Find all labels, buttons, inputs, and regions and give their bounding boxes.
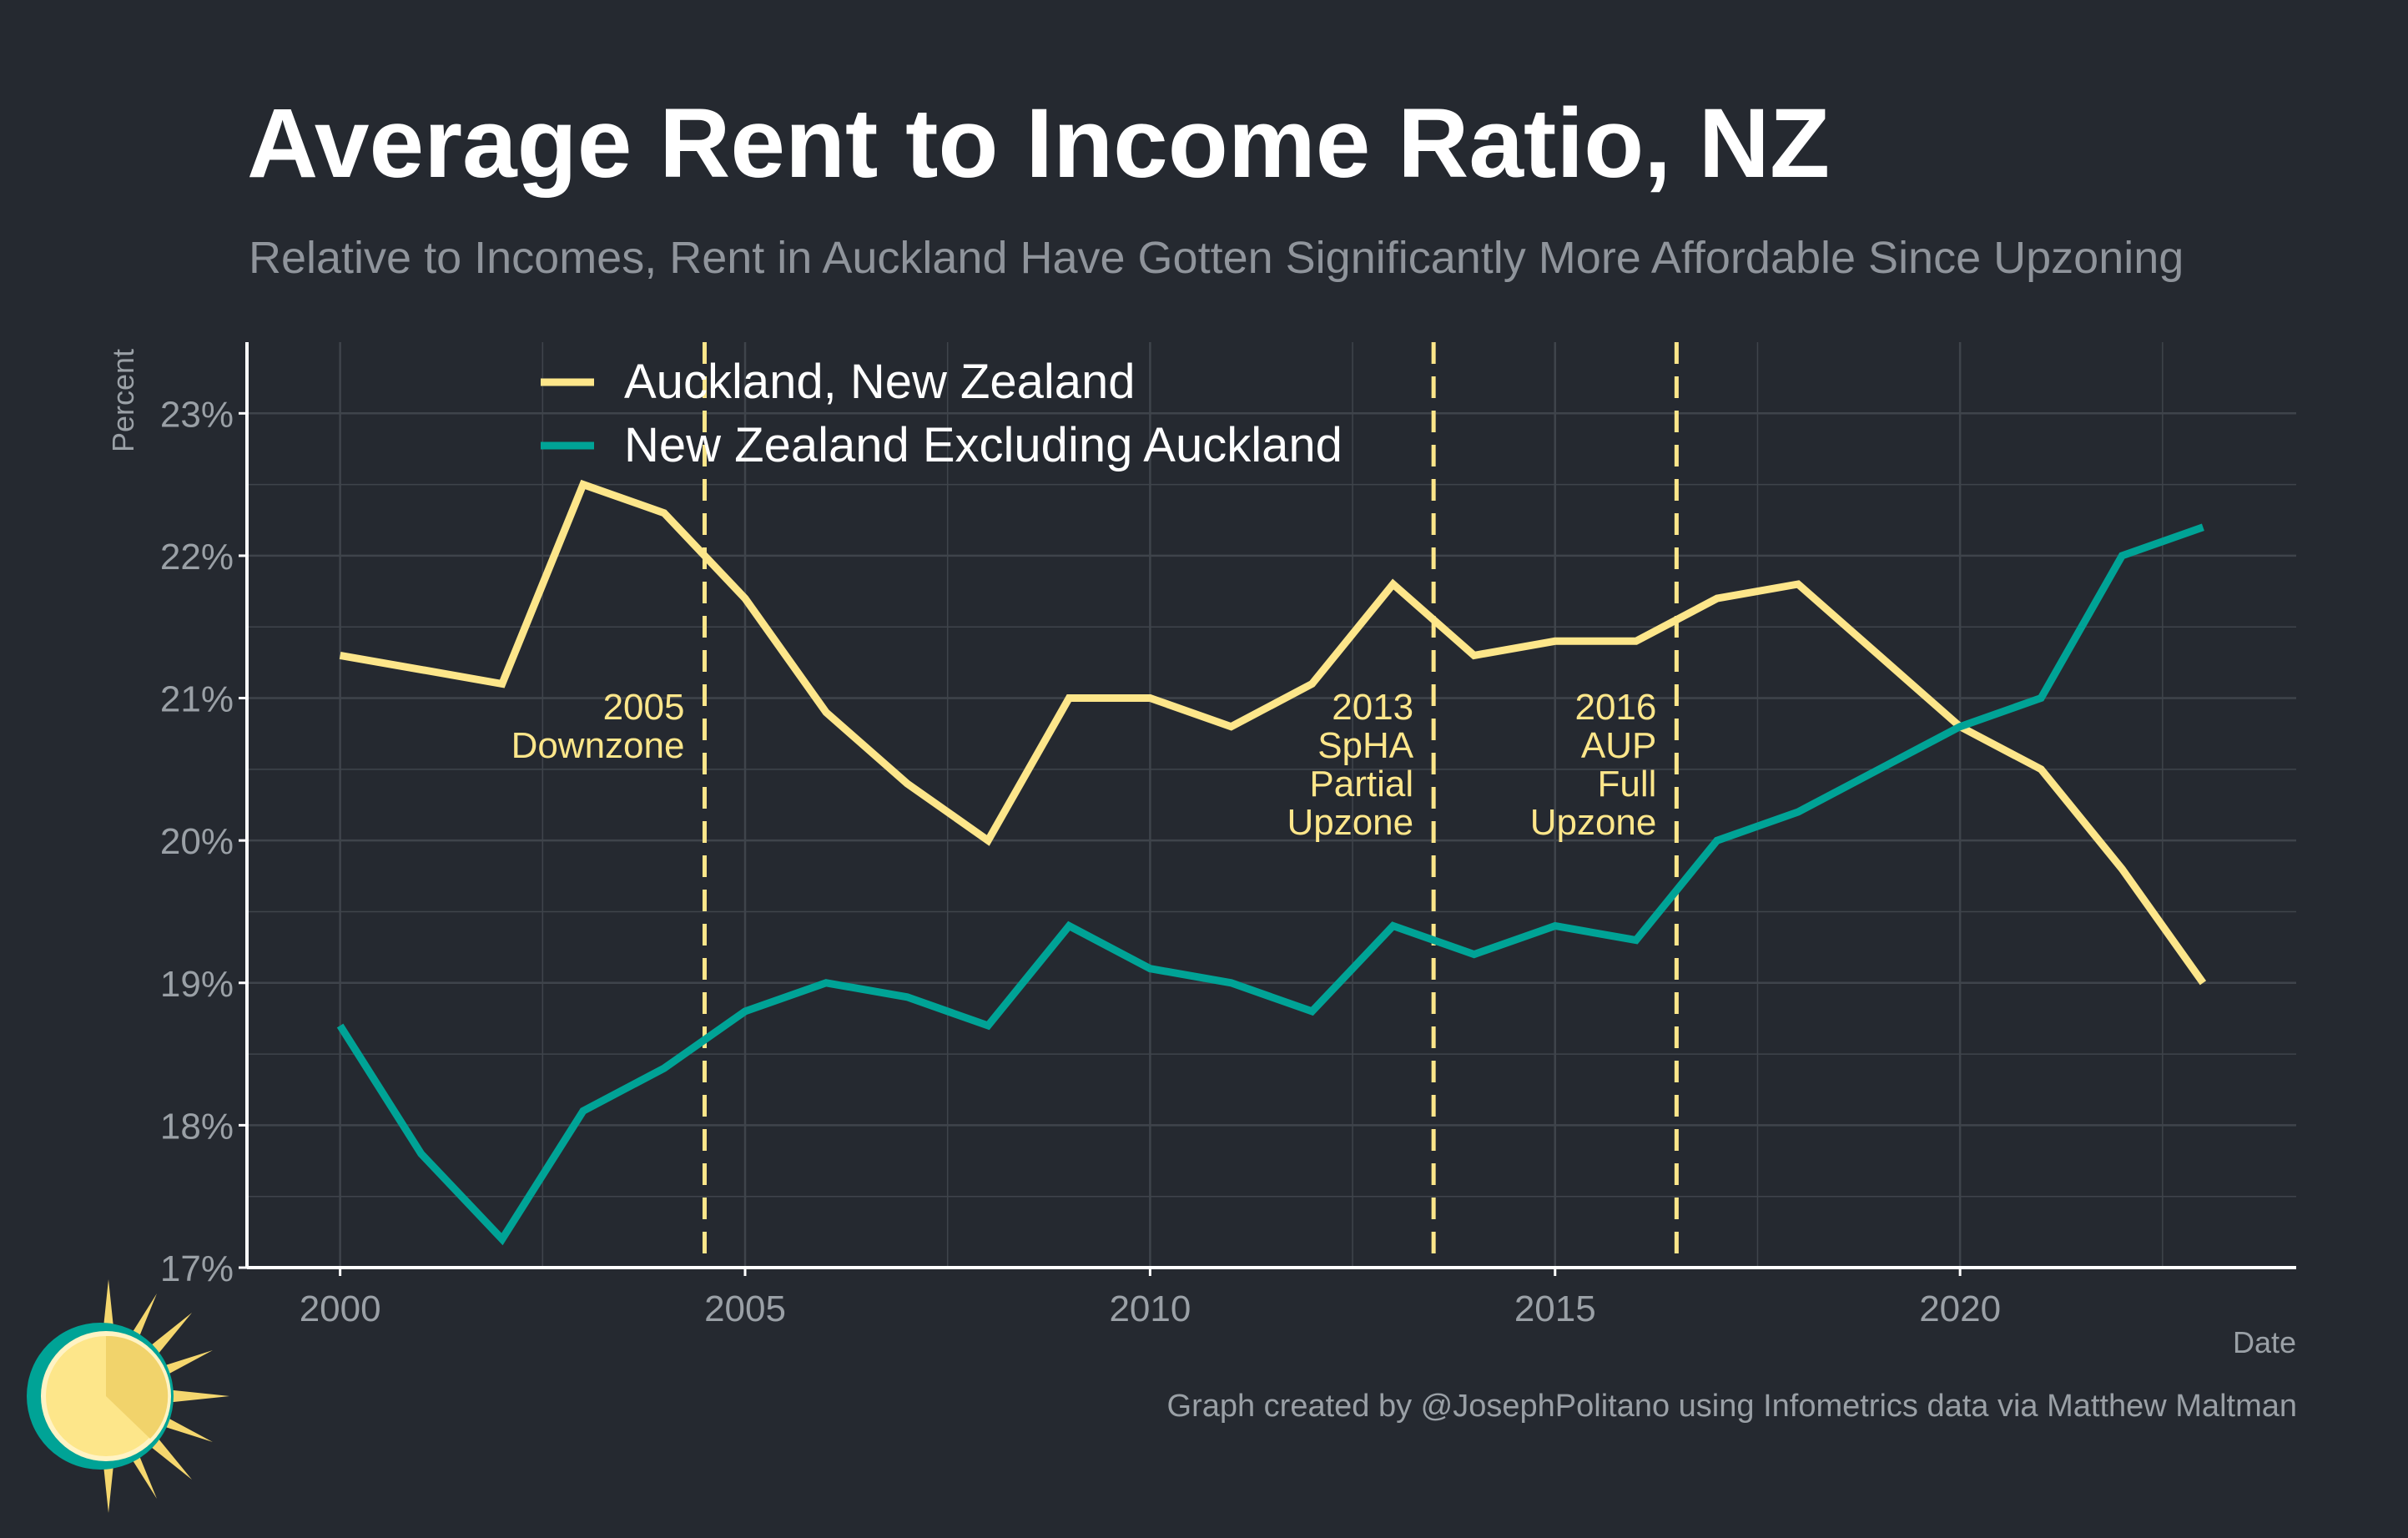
x-tick-label: 2005 <box>704 1288 786 1329</box>
y-tick-label: 23% <box>160 394 234 435</box>
y-tick-label: 18% <box>160 1106 234 1147</box>
y-tick-label: 17% <box>160 1248 234 1289</box>
x-tick-label: 2020 <box>1919 1288 2001 1329</box>
annotation-label: 2005 Downzone <box>511 687 685 766</box>
legend-label: Auckland, New Zealand <box>624 355 1136 409</box>
chart-title: Average Rent to Income Ratio, NZ <box>247 88 1831 199</box>
annotation-label: 2013 SpHA Partial Upzone <box>1287 687 1413 843</box>
series-line-auckland <box>339 479 2207 986</box>
y-tick-label: 22% <box>160 537 234 577</box>
grid-lines <box>247 342 2296 1269</box>
data-series <box>336 479 2207 1246</box>
annotation-label: 2016 AUP Full Upzone <box>1530 687 1657 843</box>
source-caption: Graph created by @JosephPolitano using I… <box>1166 1389 2297 1424</box>
legend: Auckland, New Zealand New Zealand Excludi… <box>541 355 1343 472</box>
event-annotations: 2005 Downzone 2013 SpHA Partial Upzone 2016 AUP… <box>511 342 1679 1268</box>
axes: 17% 18% 19% 20% 21% 22% 23% 2000 2005 2010 2015 202… <box>106 342 2296 1359</box>
y-tick-label: 19% <box>160 964 234 1005</box>
x-tick-label: 2010 <box>1109 1288 1191 1329</box>
y-axis-title: Percent <box>106 349 140 452</box>
y-tick-label: 20% <box>160 821 234 862</box>
legend-label: New Zealand Excluding Auckland <box>624 418 1343 472</box>
x-tick-label: 2015 <box>1514 1288 1596 1329</box>
chart-subtitle: Relative to Incomes, Rent in Auckland Ha… <box>249 233 2184 283</box>
sun-logo-icon <box>27 1279 229 1513</box>
x-axis-title: Date <box>2233 1325 2296 1359</box>
series-line-rest-of-nz <box>336 523 2204 1246</box>
y-tick-label: 21% <box>160 679 234 720</box>
x-tick-label: 2000 <box>300 1288 381 1329</box>
